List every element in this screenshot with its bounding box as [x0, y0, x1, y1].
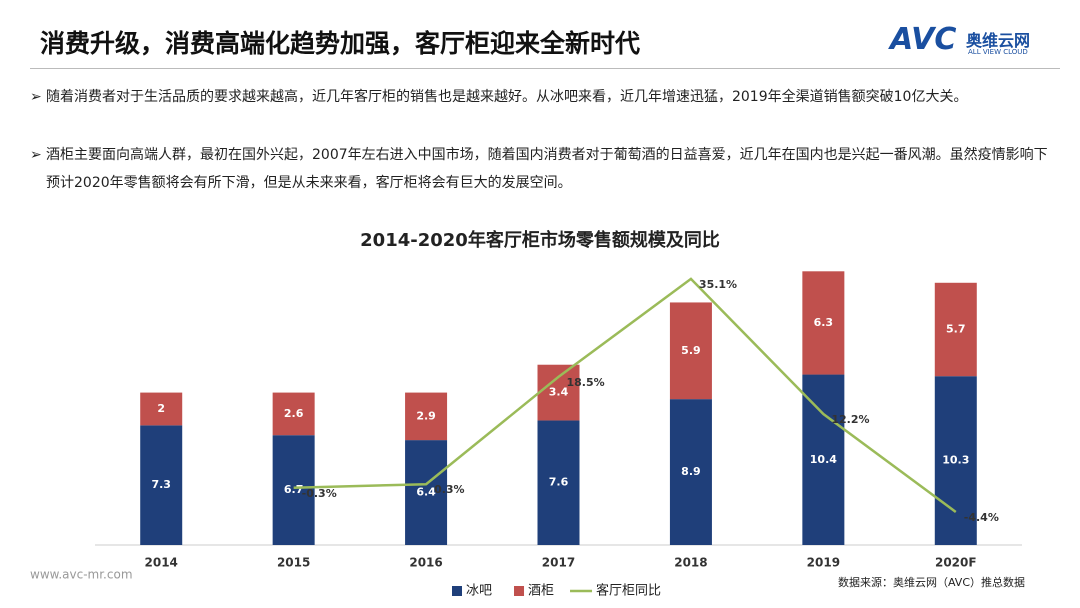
- data-label: 3.4: [549, 386, 569, 399]
- x-tick-label: 2019: [807, 556, 840, 570]
- data-label: 12.2%: [831, 413, 869, 426]
- x-tick-label: 2018: [674, 556, 707, 570]
- data-label: 35.1%: [699, 278, 737, 291]
- bullet: 随着消费者对于生活品质的要求越来越高，近几年客厅柜的销售也是越来越好。从冰吧来看…: [30, 83, 1060, 111]
- legend-label: 酒柜: [528, 584, 554, 599]
- data-label: 0.3%: [434, 483, 465, 496]
- logo-cn: 奥维云网: [966, 31, 1031, 50]
- bar-segment: [272, 392, 315, 436]
- x-tick-label: 2015: [277, 556, 310, 570]
- x-tick-label: 2017: [542, 556, 575, 570]
- bar-segment: [537, 420, 580, 545]
- line: [293, 277, 957, 513]
- bar-segment: [669, 302, 712, 400]
- slide-title: 消费升级，消费高端化趋势加强，客厅柜迎来全新时代: [40, 29, 641, 58]
- bar-segment: [272, 435, 315, 545]
- bar-segment: [802, 374, 845, 545]
- logo-mark: AVC: [890, 22, 957, 57]
- bar-segment: [934, 282, 977, 377]
- data-label: 6.4: [416, 486, 436, 499]
- bar-segment: [934, 376, 977, 545]
- title-rule: [30, 68, 1060, 69]
- bar-segment: [405, 440, 448, 545]
- bar-segment: [405, 392, 448, 441]
- data-label: 7.6: [549, 476, 569, 489]
- legend-label: 冰吧: [466, 584, 492, 599]
- bar-segment: [140, 425, 183, 545]
- bar-segment: [669, 399, 712, 545]
- data-label: -4.4%: [964, 511, 999, 524]
- data-label: 6.7: [284, 483, 304, 496]
- data-label: 6.3: [814, 316, 834, 329]
- legend-swatch: [452, 586, 462, 596]
- legend-swatch: [514, 586, 525, 596]
- data-label: 5.9: [681, 344, 701, 357]
- data-label: 5.7: [946, 322, 966, 335]
- data-label: 10.3: [942, 454, 969, 467]
- data-label: 7.3: [151, 478, 171, 491]
- chart-title: 2014-2020年客厅柜市场零售额规模及同比: [360, 229, 720, 251]
- data-label: 2: [157, 402, 165, 415]
- data-label: -0.3%: [302, 487, 337, 500]
- bar-segment: [537, 364, 580, 421]
- data-label: 2.6: [284, 407, 304, 420]
- x-tick-label: 2014: [145, 556, 178, 570]
- bullet: 酒柜主要面向高端人群，最初在国外兴起，2007年左右进入中国市场，随着国内消费者…: [30, 141, 1060, 197]
- site: www.avc-mr.com: [30, 568, 133, 582]
- data-label: 2.9: [416, 409, 436, 422]
- legend-label: 客厅柜同比: [596, 583, 661, 599]
- logo-en: ALL VIEW CLOUD: [968, 48, 1028, 56]
- data-label: 10.4: [810, 453, 837, 466]
- data-label: 8.9: [681, 465, 701, 478]
- data-label: 18.5%: [567, 376, 605, 389]
- x-tick-label: 2016: [409, 556, 442, 570]
- bar-segment: [802, 271, 845, 375]
- x-tick-label: 2020F: [935, 556, 977, 570]
- source: 数据来源：奥维云网（AVC）推总数据: [838, 575, 1025, 589]
- bar-segment: [140, 392, 183, 426]
